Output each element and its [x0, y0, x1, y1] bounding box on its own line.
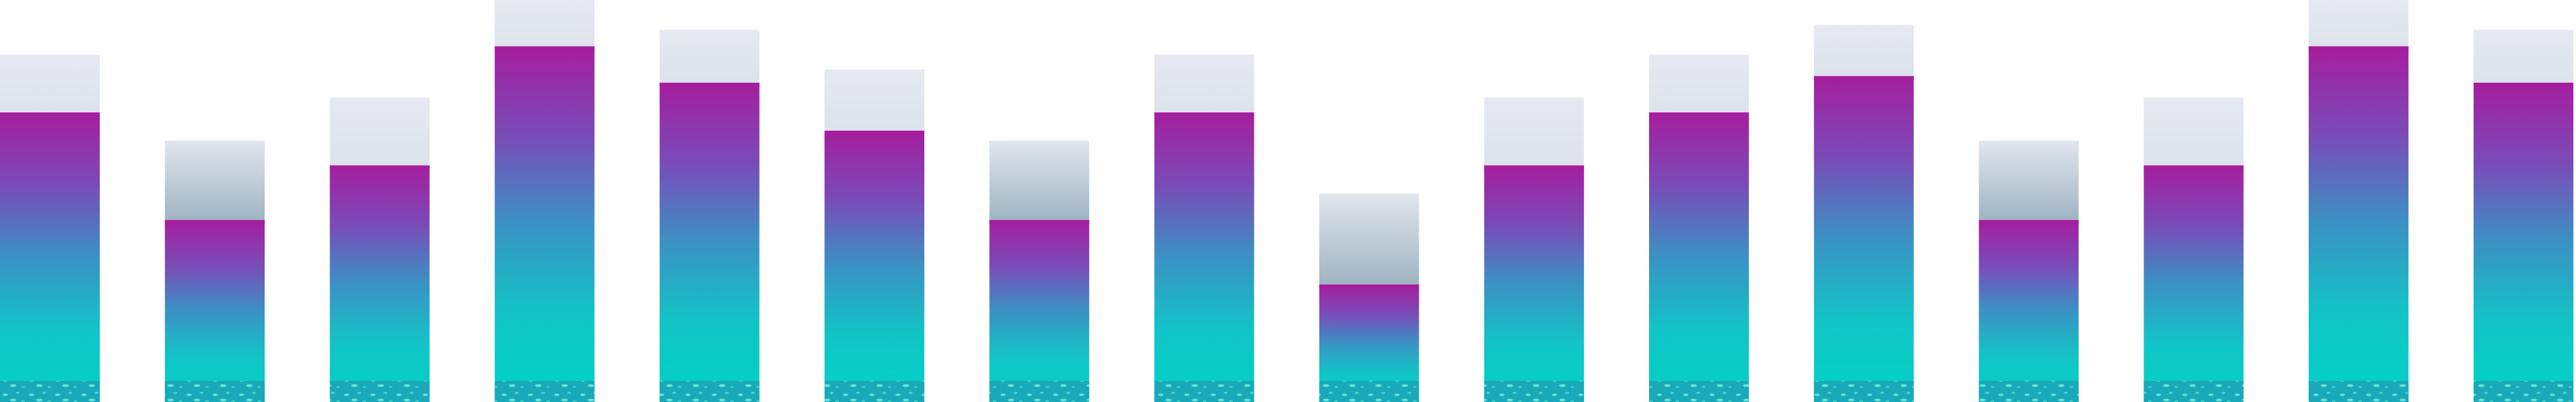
- bar-base-edge: [1814, 76, 1914, 80]
- bar-cap-segment: [989, 141, 1090, 220]
- bar-floor-texture: [165, 381, 265, 402]
- bar-base-edge: [659, 82, 760, 87]
- bar-cap-segment: [1484, 97, 1584, 166]
- bar-cap-segment: [1319, 193, 1419, 285]
- bar-floor-texture: [659, 381, 760, 402]
- bar-base-edge: [165, 219, 265, 224]
- bar-floor-texture: [1484, 381, 1584, 402]
- bar-base-segment: [2474, 82, 2573, 402]
- bar-base-segment: [1154, 112, 1255, 402]
- bar-floor-texture: [825, 381, 924, 402]
- bar-floor-texture: [330, 381, 430, 402]
- bar-base-edge: [1154, 112, 1255, 117]
- bar-cap-segment: [2474, 30, 2573, 83]
- bar-base-segment: [2143, 165, 2244, 402]
- bar-base-segment: [1484, 165, 1584, 402]
- bar-floor-texture: [494, 381, 595, 402]
- bar-base-segment: [494, 46, 595, 402]
- bar-cap-segment: [1979, 141, 2079, 220]
- bar-base-edge: [2143, 165, 2244, 169]
- bar-base-segment: [1979, 219, 2079, 402]
- bar-cap-segment: [659, 30, 760, 83]
- bar-floor-texture: [1649, 381, 1749, 402]
- bar-cap-segment: [494, 0, 595, 47]
- bar-cap-segment: [2143, 97, 2244, 166]
- bar-base-segment: [165, 219, 265, 402]
- bar-base-segment: [330, 165, 430, 402]
- bar-base-edge: [1319, 284, 1419, 289]
- bar-base-edge: [1979, 219, 2079, 224]
- bar-floor-texture: [1154, 381, 1255, 402]
- bar-base-edge: [2474, 82, 2573, 87]
- bar-cap-segment: [165, 141, 265, 220]
- bar-cap-segment: [0, 55, 100, 113]
- bar-base-edge: [330, 165, 430, 169]
- bar-base-segment: [1649, 112, 1749, 402]
- bar-base-edge: [494, 46, 595, 51]
- bar-base-edge: [0, 112, 100, 117]
- bar-cap-segment: [330, 97, 430, 166]
- bar-base-edge: [1649, 112, 1749, 117]
- bar-cap-segment: [1814, 24, 1914, 76]
- bar-cap-segment: [2308, 0, 2409, 47]
- bar-floor-texture: [989, 381, 1090, 402]
- bar-cap-segment: [1649, 55, 1749, 113]
- bar-base-segment: [2308, 46, 2409, 402]
- bar-floor-texture: [1814, 381, 1914, 402]
- bar-base-segment: [659, 82, 760, 402]
- bar-base-segment: [989, 219, 1090, 402]
- bar-floor-texture: [1979, 381, 2079, 402]
- bar-cap-segment: [825, 69, 924, 131]
- bar-base-edge: [825, 130, 924, 135]
- bar-floor-texture: [0, 381, 100, 402]
- bar-base-segment: [825, 130, 924, 402]
- bar-floor-texture: [1319, 381, 1419, 402]
- bar-floor-texture: [2308, 381, 2409, 402]
- bar-base-segment: [1814, 76, 1914, 402]
- bar-cap-segment: [1154, 55, 1255, 113]
- bar-base-segment: [0, 112, 100, 402]
- bar-floor-texture: [2474, 381, 2573, 402]
- bar-floor-texture: [2143, 381, 2244, 402]
- bar-base-edge: [1484, 165, 1584, 169]
- bar-base-edge: [2308, 46, 2409, 51]
- bar-base-edge: [989, 219, 1090, 224]
